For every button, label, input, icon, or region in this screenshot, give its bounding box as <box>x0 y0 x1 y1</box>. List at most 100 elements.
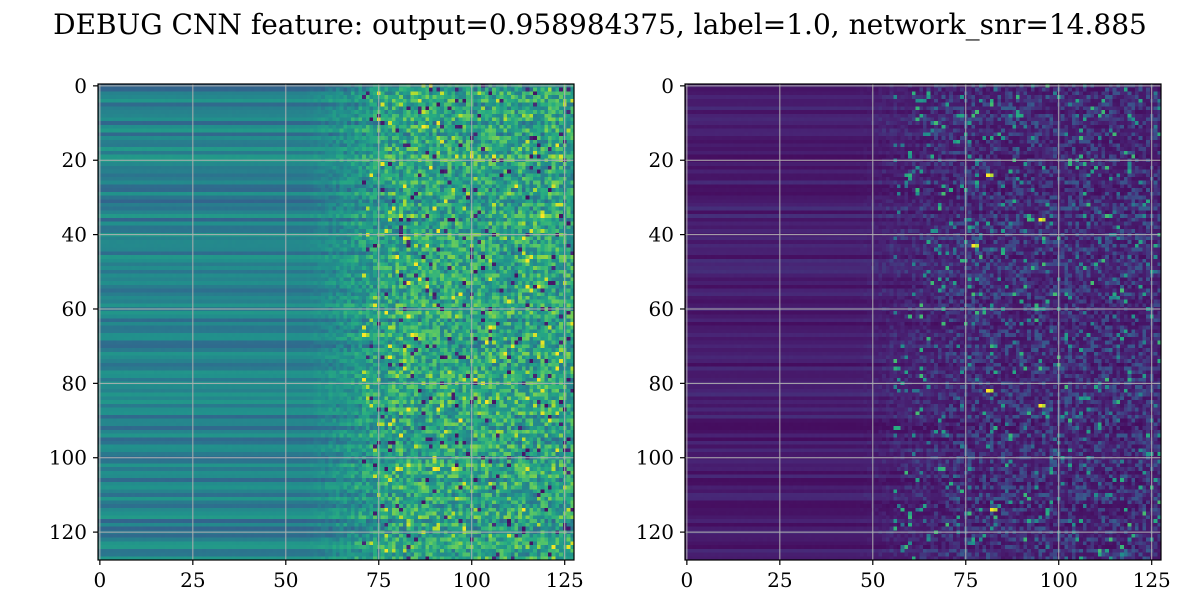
heatmap-cell <box>407 121 411 125</box>
heatmap-cell <box>336 95 340 99</box>
heatmap-cell <box>455 114 459 118</box>
heatmap-cell <box>362 114 366 118</box>
heatmap-cell <box>567 155 571 159</box>
heatmap-cell <box>195 121 199 125</box>
heatmap-cell <box>459 95 463 99</box>
heatmap-cell <box>176 181 180 185</box>
heatmap-cell <box>488 166 492 170</box>
heatmap-cell <box>198 117 202 121</box>
heatmap-cell <box>336 140 340 144</box>
heatmap-cell <box>314 147 318 151</box>
heatmap-cell <box>325 88 329 92</box>
heatmap-cell <box>403 222 407 226</box>
heatmap-cell <box>143 184 147 188</box>
heatmap-cell <box>351 170 355 174</box>
heatmap-cell <box>317 110 321 114</box>
heatmap-cell <box>477 173 481 177</box>
heatmap-cell <box>135 192 139 196</box>
heatmap-cell <box>518 214 522 218</box>
heatmap-cell <box>343 181 347 185</box>
heatmap-cell <box>496 117 500 121</box>
heatmap-cell <box>381 203 385 207</box>
heatmap-cell <box>396 177 400 181</box>
heatmap-cell <box>250 151 254 155</box>
heatmap-cell <box>511 88 515 92</box>
heatmap-cell <box>555 99 559 103</box>
heatmap-cell <box>217 95 221 99</box>
heatmap-cell <box>384 173 388 177</box>
heatmap-cell <box>258 125 262 129</box>
heatmap-cell <box>239 88 243 92</box>
heatmap-cell <box>250 192 254 196</box>
heatmap-cell <box>343 203 347 207</box>
heatmap-cell <box>195 210 199 214</box>
heatmap-cell <box>131 225 135 229</box>
heatmap-cell <box>213 88 217 92</box>
heatmap-cell <box>176 222 180 226</box>
heatmap-cell <box>291 162 295 166</box>
heatmap-cell <box>418 203 422 207</box>
heatmap-cell <box>355 151 359 155</box>
heatmap-cell <box>403 147 407 151</box>
heatmap-cell <box>169 214 173 218</box>
heatmap-cell <box>436 173 440 177</box>
heatmap-cell <box>187 184 191 188</box>
heatmap-cell <box>306 147 310 151</box>
heatmap-cell <box>329 147 333 151</box>
heatmap-cell <box>262 181 266 185</box>
heatmap-cell <box>232 99 236 103</box>
heatmap-cell <box>448 136 452 140</box>
heatmap-cell <box>429 181 433 185</box>
heatmap-cell <box>184 121 188 125</box>
heatmap-cell <box>117 173 121 177</box>
heatmap-cell <box>262 121 266 125</box>
heatmap-cell <box>403 106 407 110</box>
heatmap-cell <box>236 203 240 207</box>
heatmap-cell <box>172 106 176 110</box>
heatmap-cell <box>433 88 437 92</box>
heatmap-cell <box>544 203 548 207</box>
heatmap-cell <box>314 218 318 222</box>
heatmap-cell <box>325 188 329 192</box>
heatmap-cell <box>306 225 310 229</box>
heatmap-cell <box>481 114 485 118</box>
heatmap-cell <box>321 106 325 110</box>
heatmap-cell <box>518 125 522 129</box>
heatmap-cell <box>362 192 366 196</box>
heatmap-cell <box>544 114 548 118</box>
heatmap-cell <box>407 173 411 177</box>
left-heatmap-panel: 0 25 50 75 100 125020406080100120 <box>49 74 584 592</box>
heatmap-cell <box>262 114 266 118</box>
heatmap-cell <box>102 162 106 166</box>
heatmap-cell <box>269 121 273 125</box>
heatmap-cell <box>258 210 262 214</box>
heatmap-cell <box>343 103 347 107</box>
heatmap-cell <box>273 199 277 203</box>
heatmap-cell <box>425 222 429 226</box>
heatmap-cell <box>317 88 321 92</box>
heatmap-cell <box>317 117 321 121</box>
heatmap-cell <box>548 196 552 200</box>
heatmap-cell <box>329 121 333 125</box>
heatmap-cell <box>202 184 206 188</box>
heatmap-cell <box>381 214 385 218</box>
heatmap-cell <box>165 184 169 188</box>
heatmap-cell <box>358 155 362 159</box>
heatmap-cell <box>184 199 188 203</box>
heatmap-cell <box>321 91 325 95</box>
heatmap-cell <box>109 207 113 211</box>
heatmap-cell <box>269 114 273 118</box>
heatmap-cell <box>332 192 336 196</box>
heatmap-cell <box>403 207 407 211</box>
heatmap-cell <box>444 196 448 200</box>
heatmap-cell <box>325 147 329 151</box>
heatmap-cell <box>414 103 418 107</box>
heatmap-cell <box>206 218 210 222</box>
heatmap-cell <box>105 173 109 177</box>
heatmap-cell <box>403 88 407 92</box>
heatmap-cell <box>459 225 463 229</box>
heatmap-cell <box>113 125 117 129</box>
heatmap-cell <box>139 147 143 151</box>
heatmap-cell <box>466 218 470 222</box>
